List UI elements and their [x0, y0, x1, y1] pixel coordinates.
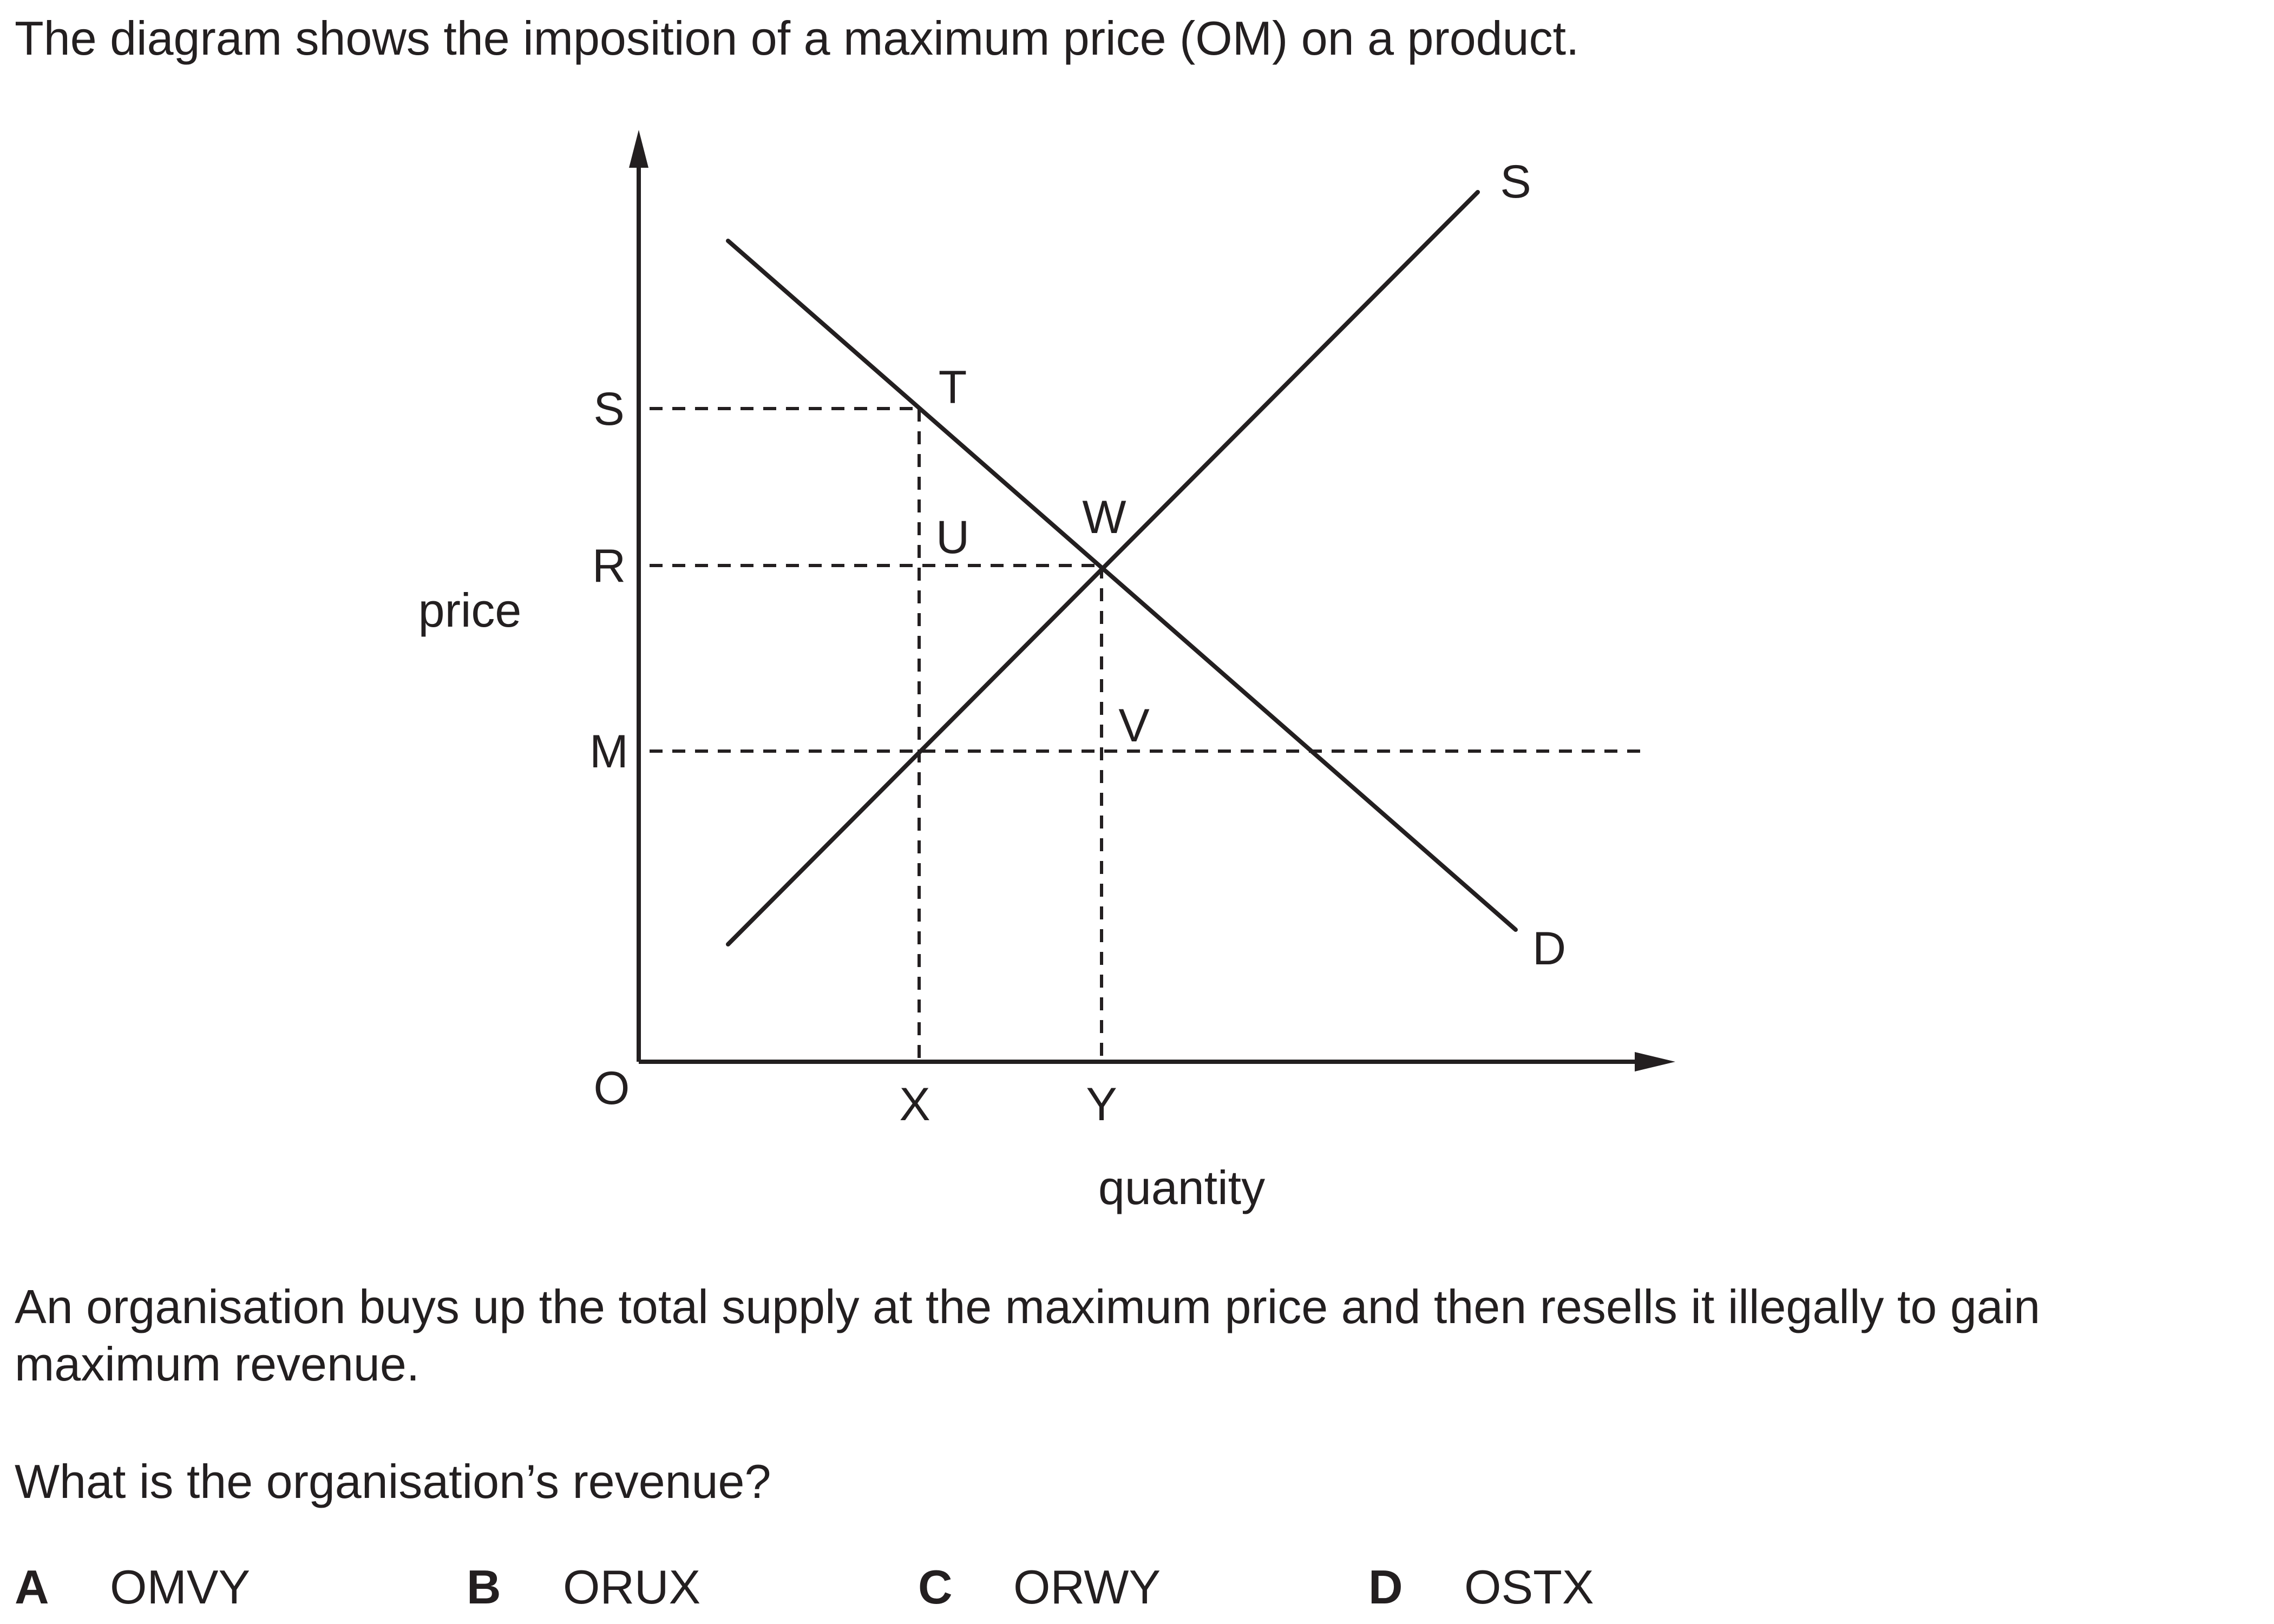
point-label-v: V — [1118, 700, 1149, 752]
option-c-letter: C — [918, 1560, 953, 1614]
price-axis-title: price — [418, 583, 522, 637]
option-d-text[interactable]: OSTX — [1464, 1560, 1594, 1614]
quantity-axis-title: quantity — [1098, 1161, 1265, 1214]
demand-curve-label: D — [1532, 923, 1566, 975]
option-b-letter: B — [467, 1560, 501, 1614]
option-d-letter: D — [1368, 1560, 1403, 1614]
option-a-text[interactable]: OMVY — [110, 1560, 251, 1614]
statement-line-2: maximum revenue. — [15, 1337, 420, 1391]
option-c-text[interactable]: ORWY — [1013, 1560, 1161, 1614]
price-level-label-m: M — [589, 726, 628, 778]
supply-curve-label: S — [1500, 156, 1531, 208]
option-b-text[interactable]: ORUX — [563, 1560, 701, 1614]
price-level-label-s: S — [593, 383, 624, 435]
supply-curve — [726, 190, 1480, 946]
question-text: What is the organisation’s revenue? — [15, 1455, 771, 1508]
point-label-t: T — [939, 361, 967, 413]
price-axis-arrowhead — [629, 130, 648, 168]
intro-text: The diagram shows the imposition of a ma… — [15, 11, 1580, 65]
statement-line-1: An organisation buys up the total supply… — [15, 1280, 2041, 1333]
option-a-letter: A — [15, 1560, 49, 1614]
demand-curve — [726, 239, 1518, 932]
price-level-label-r: R — [592, 540, 626, 592]
quantity-level-label-y: Y — [1086, 1079, 1117, 1130]
point-label-u: U — [936, 511, 969, 563]
point-label-w: W — [1082, 491, 1126, 543]
quantity-level-label-x: X — [899, 1079, 930, 1130]
quantity-axis-arrowhead — [1635, 1052, 1675, 1071]
origin-label: O — [594, 1062, 630, 1114]
